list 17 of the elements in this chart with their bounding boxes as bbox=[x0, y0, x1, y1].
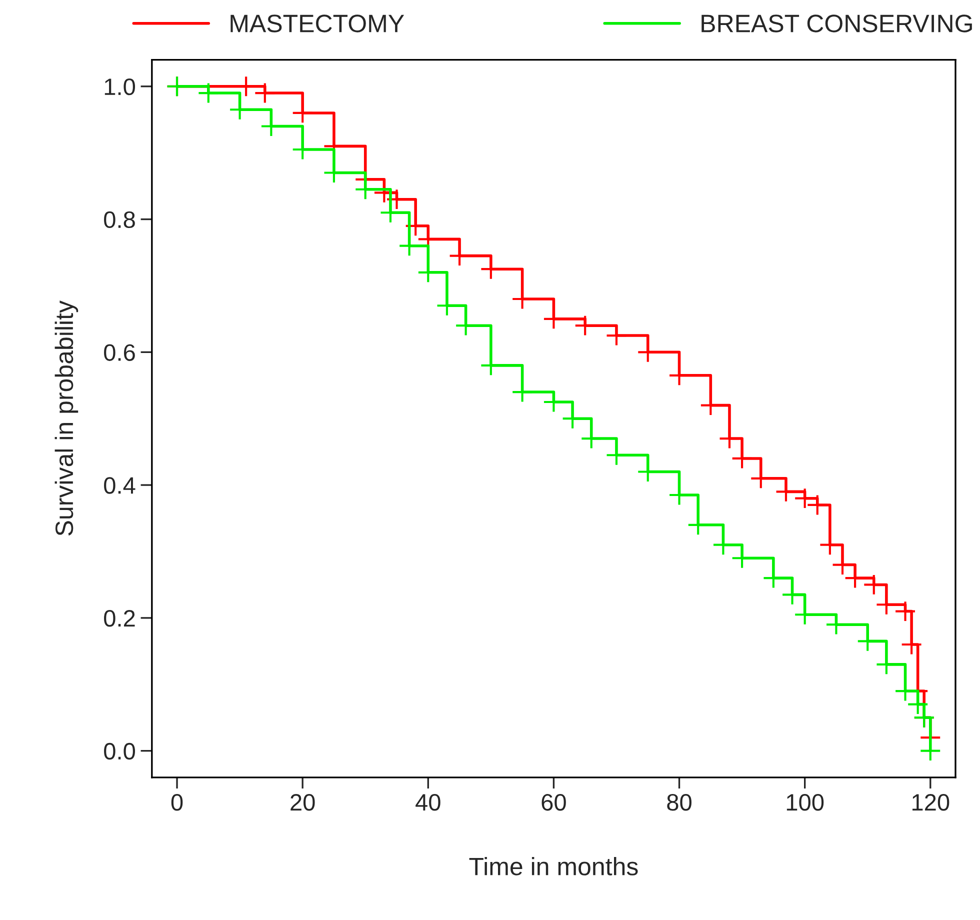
legend-label: MASTECTOMY bbox=[230, 14, 404, 32]
y-tick-label: 0.4 bbox=[104, 477, 136, 494]
x-axis-title: Time in months bbox=[469, 857, 638, 876]
y-tick-label: 0.6 bbox=[104, 344, 135, 361]
x-tick-label: 0 bbox=[171, 794, 183, 811]
x-tick-label: 100 bbox=[786, 794, 824, 811]
y-tick-label: 1.0 bbox=[104, 78, 136, 96]
y-tick-label: 0.2 bbox=[104, 610, 135, 627]
legend-label: BREAST CONSERVING bbox=[702, 14, 972, 32]
x-tick-label: 120 bbox=[912, 794, 950, 811]
x-tick-label: 80 bbox=[667, 794, 692, 811]
y-tick-label: 0.8 bbox=[104, 211, 135, 228]
x-tick-label: 60 bbox=[542, 794, 566, 811]
x-tick-label: 20 bbox=[290, 794, 315, 811]
y-axis-title: Survival in probability bbox=[54, 300, 78, 536]
x-tick-label: 40 bbox=[416, 794, 440, 811]
y-tick-label: 0.0 bbox=[104, 742, 136, 760]
